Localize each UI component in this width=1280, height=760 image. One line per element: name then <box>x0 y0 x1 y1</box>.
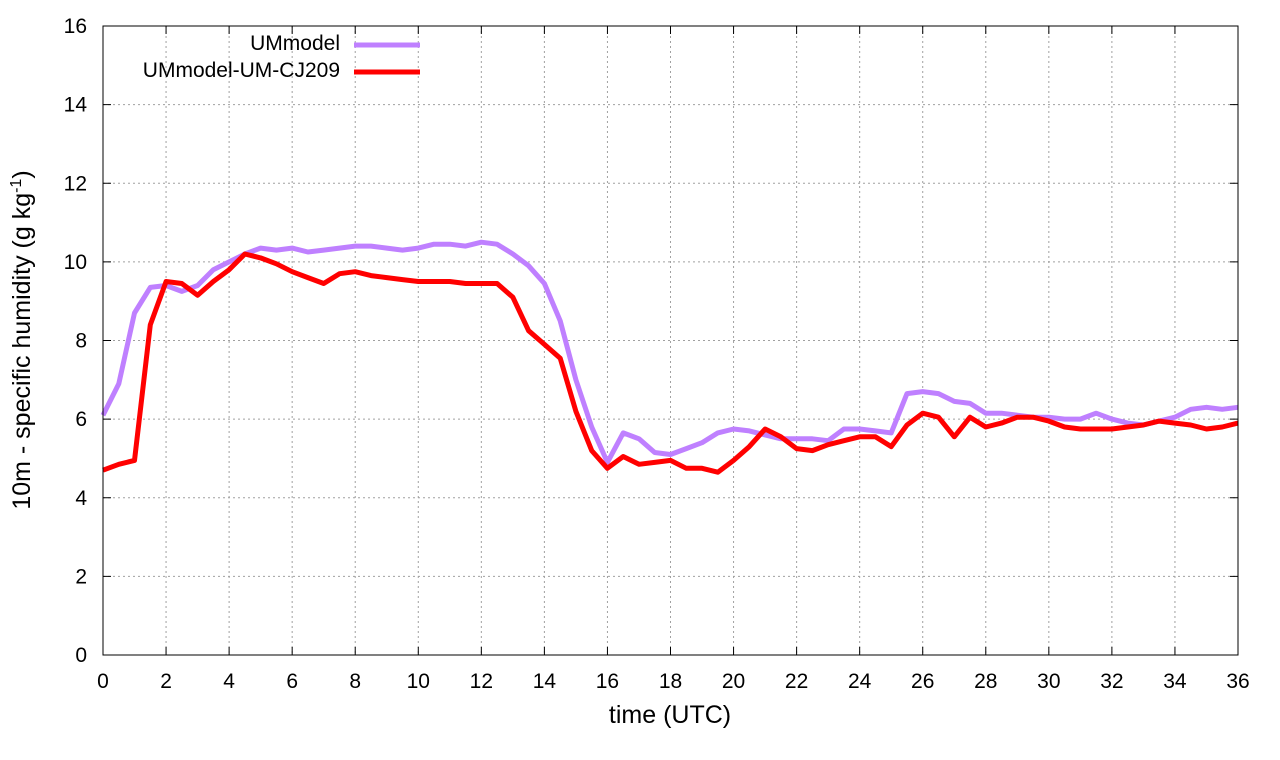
legend-label-ummodel: UMmodel <box>250 32 340 55</box>
x-tick-label: 10 <box>407 670 430 693</box>
y-axis-label: 10m - specific humidity (g kg-1) <box>8 170 36 509</box>
x-tick-label: 4 <box>223 670 235 693</box>
legend-label-ummodel-um-cj209: UMmodel-UM-CJ209 <box>143 59 340 82</box>
y-tick-label: 16 <box>64 15 87 38</box>
series-line-ummodel <box>100 239 1239 465</box>
x-tick-label: 12 <box>470 670 493 693</box>
x-tick-label: 8 <box>349 670 361 693</box>
x-tick-label: 0 <box>97 670 109 693</box>
x-tick-label: 24 <box>848 670 872 693</box>
y-tick-label: 6 <box>75 408 87 431</box>
x-tick-label: 32 <box>1100 670 1123 693</box>
y-axis-label-prefix: 10m - specific humidity (g kg <box>8 193 36 510</box>
y-axis-label-suffix: ) <box>8 170 36 178</box>
x-tick-label: 28 <box>974 670 997 693</box>
y-tick-label: 10 <box>64 251 87 274</box>
axis-ticks: 0 2 4 6 8 10 12 14 16 18 20 22 24 26 28 30 32 34 360246810… <box>64 15 1250 693</box>
x-tick-label: 6 <box>286 670 298 693</box>
x-tick-label: 18 <box>659 670 682 693</box>
x-tick-label: 36 <box>1226 670 1249 693</box>
x-tick-label: 20 <box>722 670 745 693</box>
x-tick-label: 14 <box>533 670 557 693</box>
y-tick-label: 8 <box>75 330 87 353</box>
x-tick-label: 30 <box>1037 670 1060 693</box>
series-line-ummodel-um-cj209 <box>102 251 1239 475</box>
y-tick-label: 12 <box>64 172 87 195</box>
series-lines <box>100 239 1239 475</box>
y-tick-label: 0 <box>75 644 87 667</box>
grid <box>103 26 1238 655</box>
x-tick-label: 26 <box>911 670 934 693</box>
legend: UMmodel UMmodel-UM-CJ209 <box>143 32 420 82</box>
x-tick-label: 22 <box>785 670 808 693</box>
y-tick-label: 2 <box>75 565 87 588</box>
y-tick-label: 4 <box>75 487 87 510</box>
x-tick-label: 16 <box>596 670 619 693</box>
y-tick-label: 14 <box>64 94 88 117</box>
x-tick-label: 2 <box>160 670 172 693</box>
y-axis-label-superscript: -1 <box>8 179 25 193</box>
x-axis-label: time (UTC) <box>609 701 731 729</box>
x-tick-label: 34 <box>1163 670 1187 693</box>
